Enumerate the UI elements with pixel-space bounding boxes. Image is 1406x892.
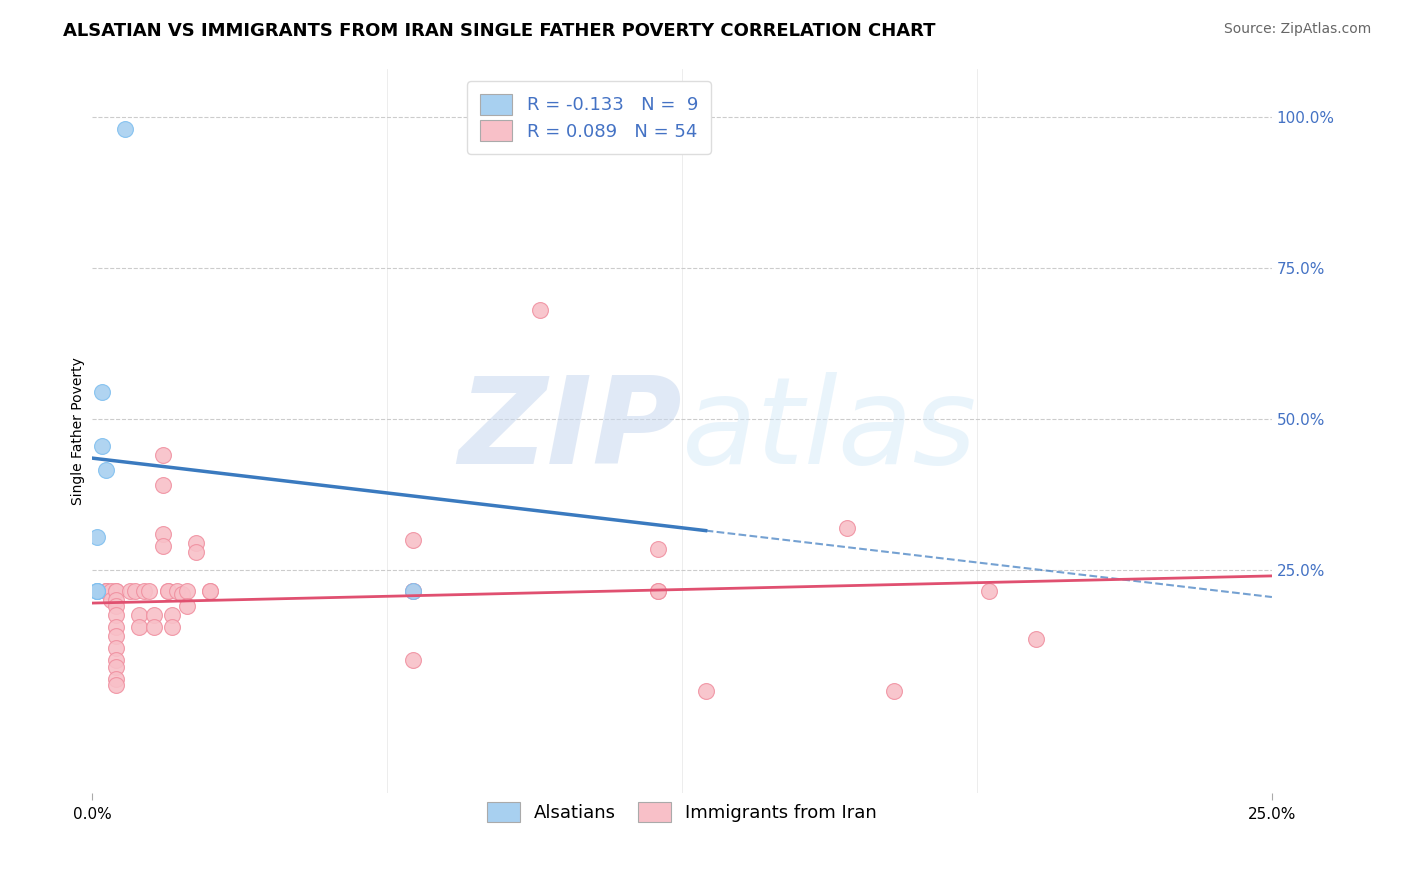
Point — [104, 672, 127, 686]
Point — [837, 520, 859, 534]
Point — [184, 535, 207, 549]
Point — [90, 384, 112, 399]
Point — [96, 584, 118, 599]
Point — [198, 584, 221, 599]
Point — [402, 533, 425, 547]
Point — [124, 584, 146, 599]
Text: ALSATIAN VS IMMIGRANTS FROM IRAN SINGLE FATHER POVERTY CORRELATION CHART: ALSATIAN VS IMMIGRANTS FROM IRAN SINGLE … — [63, 22, 936, 40]
Point — [86, 584, 108, 599]
Point — [96, 584, 118, 599]
Point — [104, 620, 127, 634]
Point — [152, 539, 174, 553]
Point — [96, 584, 118, 599]
Point — [104, 678, 127, 692]
Y-axis label: Single Father Poverty: Single Father Poverty — [72, 357, 86, 505]
Point — [184, 545, 207, 559]
Point — [138, 584, 160, 599]
Point — [977, 584, 1000, 599]
Point — [1025, 632, 1047, 647]
Point — [104, 599, 127, 613]
Point — [402, 584, 425, 599]
Point — [402, 584, 425, 599]
Point — [166, 584, 188, 599]
Point — [132, 584, 155, 599]
Point — [170, 587, 193, 601]
Point — [402, 653, 425, 667]
Point — [90, 439, 112, 453]
Point — [142, 608, 165, 623]
Point — [152, 478, 174, 492]
Point — [100, 593, 122, 607]
Point — [104, 608, 127, 623]
Point — [128, 620, 150, 634]
Point — [402, 584, 425, 599]
Point — [128, 608, 150, 623]
Point — [96, 463, 118, 477]
Point — [104, 653, 127, 667]
Point — [104, 641, 127, 656]
Point — [156, 584, 179, 599]
Point — [647, 584, 669, 599]
Point — [176, 599, 198, 613]
Point — [100, 584, 122, 599]
Point — [104, 584, 127, 599]
Point — [104, 584, 127, 599]
Point — [529, 303, 551, 318]
Point — [104, 629, 127, 643]
Point — [86, 530, 108, 544]
Point — [86, 584, 108, 599]
Legend: Alsatians, Immigrants from Iran: Alsatians, Immigrants from Iran — [475, 789, 890, 835]
Point — [118, 584, 141, 599]
Point — [104, 659, 127, 673]
Text: ZIP: ZIP — [458, 373, 682, 490]
Point — [198, 584, 221, 599]
Point — [162, 608, 184, 623]
Point — [104, 593, 127, 607]
Point — [152, 526, 174, 541]
Point — [176, 584, 198, 599]
Point — [647, 584, 669, 599]
Point — [152, 448, 174, 462]
Point — [695, 683, 717, 698]
Point — [647, 541, 669, 556]
Point — [142, 620, 165, 634]
Text: Source: ZipAtlas.com: Source: ZipAtlas.com — [1223, 22, 1371, 37]
Point — [156, 584, 179, 599]
Point — [86, 584, 108, 599]
Point — [162, 620, 184, 634]
Point — [114, 122, 136, 136]
Text: atlas: atlas — [682, 373, 977, 490]
Point — [883, 683, 905, 698]
